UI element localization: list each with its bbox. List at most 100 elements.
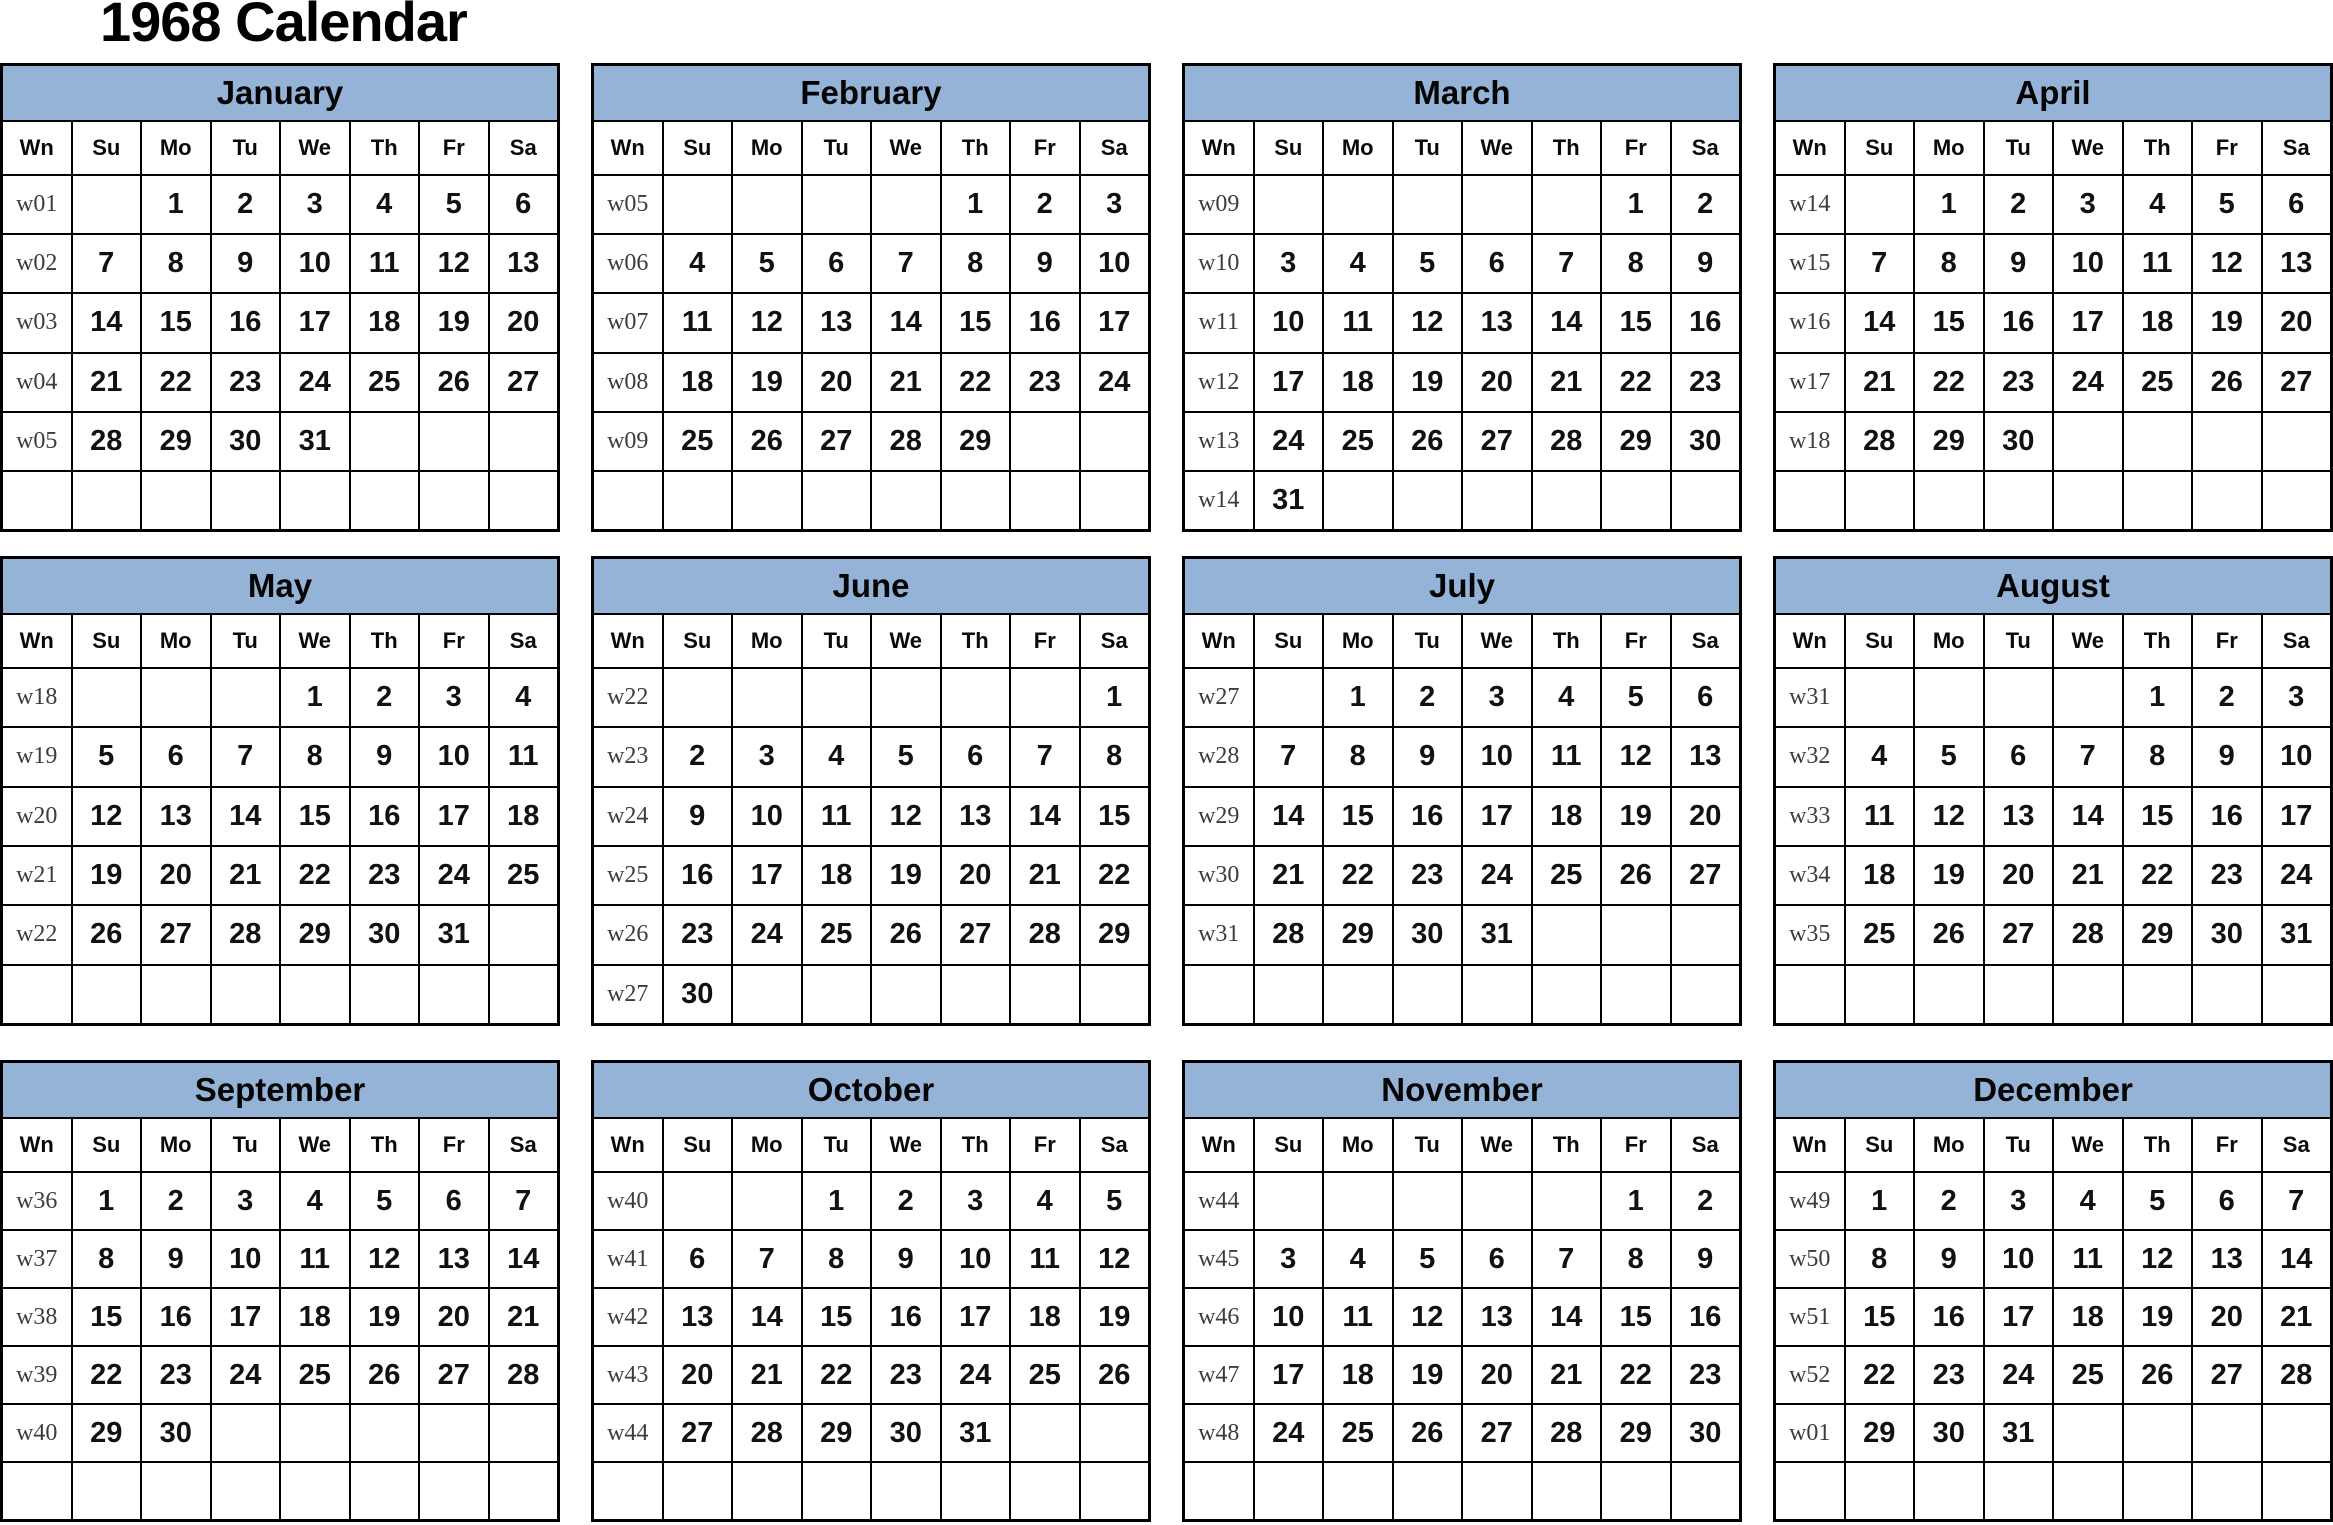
weeknum-cell: w26	[594, 906, 662, 964]
weeknum-cell: w04	[3, 353, 71, 411]
day-cell	[1671, 1463, 1739, 1519]
day-cell: 20	[420, 1289, 488, 1345]
day-header-cell: Sa	[489, 122, 557, 174]
day-cell: 6	[802, 235, 870, 293]
day-cell: 31	[281, 412, 349, 470]
day-cell	[211, 965, 279, 1023]
day-cell: 8	[1602, 235, 1670, 293]
day-header-cell: Su	[72, 615, 140, 667]
day-cell: 7	[489, 1173, 557, 1229]
day-cell: 1	[1915, 176, 1983, 234]
day-cell: 11	[1532, 728, 1600, 786]
day-cell: 8	[1845, 1231, 1913, 1287]
weeknum-cell: w18	[3, 669, 71, 727]
month-title: August	[1776, 559, 2330, 615]
day-header-cell: Mo	[142, 1119, 210, 1171]
weeknum-cell: w52	[1776, 1347, 1844, 1403]
weeknum-cell: w45	[1185, 1231, 1253, 1287]
day-header-cell: Fr	[1011, 122, 1079, 174]
day-cell: 23	[872, 1347, 940, 1403]
month-title: January	[3, 66, 557, 122]
month-grid: Wn Su Mo Tu We Th Fr Sa w22 1 w23 2 3 4 5 6 7 8 w24 9 10 11 12…	[594, 615, 1148, 1023]
weeknum-cell	[1185, 1463, 1253, 1519]
day-cell: 27	[1984, 906, 2052, 964]
day-cell	[142, 1463, 210, 1519]
day-header-cell: Sa	[489, 1119, 557, 1171]
day-cell: 24	[211, 1347, 279, 1403]
day-cell	[663, 1173, 731, 1229]
day-cell	[1532, 1173, 1600, 1229]
day-cell: 23	[663, 906, 731, 964]
day-cell: 27	[802, 412, 870, 470]
day-cell	[489, 965, 557, 1023]
day-cell: 20	[1463, 1347, 1531, 1403]
day-cell	[733, 1173, 801, 1229]
day-cell: 17	[733, 846, 801, 905]
day-cell: 21	[733, 1347, 801, 1403]
day-cell: 2	[211, 176, 279, 234]
day-cell	[2054, 669, 2122, 727]
day-header-cell: Fr	[2193, 615, 2261, 667]
day-cell	[1532, 965, 1600, 1023]
day-cell: 5	[72, 728, 140, 786]
day-cell	[1393, 1463, 1461, 1519]
day-cell: 21	[211, 846, 279, 905]
day-cell: 9	[1671, 235, 1739, 293]
day-cell	[2262, 471, 2330, 529]
weeknum-cell: w40	[3, 1405, 71, 1461]
day-header-cell: We	[872, 1119, 940, 1171]
day-cell: 30	[350, 906, 418, 964]
day-cell	[1845, 471, 1913, 529]
day-cell	[733, 1463, 801, 1519]
day-header-cell: Mo	[142, 122, 210, 174]
day-cell: 27	[2262, 353, 2330, 411]
day-cell: 24	[1463, 846, 1531, 905]
day-cell: 1	[1324, 669, 1392, 727]
day-cell: 30	[1671, 1405, 1739, 1461]
day-cell	[1984, 965, 2052, 1023]
day-cell	[72, 1463, 140, 1519]
day-header-cell: Fr	[1011, 615, 1079, 667]
day-cell: 13	[2262, 235, 2330, 293]
day-header-cell: Mo	[1915, 615, 1983, 667]
day-cell	[489, 1463, 557, 1519]
weeknum-cell: w14	[1185, 471, 1253, 529]
day-cell: 20	[1671, 787, 1739, 845]
day-cell: 3	[420, 669, 488, 727]
day-cell: 22	[1080, 846, 1148, 905]
day-header-cell: Tu	[802, 1119, 870, 1171]
day-cell	[72, 965, 140, 1023]
day-header-cell: Sa	[1080, 615, 1148, 667]
day-cell: 7	[2054, 728, 2122, 786]
day-cell	[350, 1405, 418, 1461]
day-cell: 20	[941, 846, 1009, 905]
day-cell: 9	[2193, 728, 2261, 786]
page-title: 1968 Calendar	[100, 0, 468, 53]
day-cell	[350, 471, 418, 529]
weeknum-cell: w05	[594, 176, 662, 234]
day-header-cell: Th	[941, 122, 1009, 174]
day-cell: 18	[1532, 787, 1600, 845]
day-header-cell: Wn	[1776, 122, 1844, 174]
day-cell: 11	[802, 787, 870, 845]
day-cell: 17	[1984, 1289, 2052, 1345]
day-cell	[281, 1405, 349, 1461]
day-cell: 21	[72, 353, 140, 411]
day-cell: 2	[1984, 176, 2052, 234]
day-cell: 8	[1915, 235, 1983, 293]
month-title: June	[594, 559, 1148, 615]
day-cell: 1	[802, 1173, 870, 1229]
day-cell: 28	[733, 1405, 801, 1461]
day-header-cell: Su	[1845, 615, 1913, 667]
day-header-cell: Su	[72, 1119, 140, 1171]
day-cell: 18	[1324, 353, 1392, 411]
day-cell: 16	[142, 1289, 210, 1345]
day-cell: 24	[1254, 1405, 1322, 1461]
day-cell: 27	[142, 906, 210, 964]
day-cell	[2123, 412, 2191, 470]
day-header-cell: Th	[941, 1119, 1009, 1171]
day-cell	[1671, 471, 1739, 529]
day-cell: 15	[1324, 787, 1392, 845]
day-cell: 14	[72, 294, 140, 352]
day-cell: 11	[1011, 1231, 1079, 1287]
